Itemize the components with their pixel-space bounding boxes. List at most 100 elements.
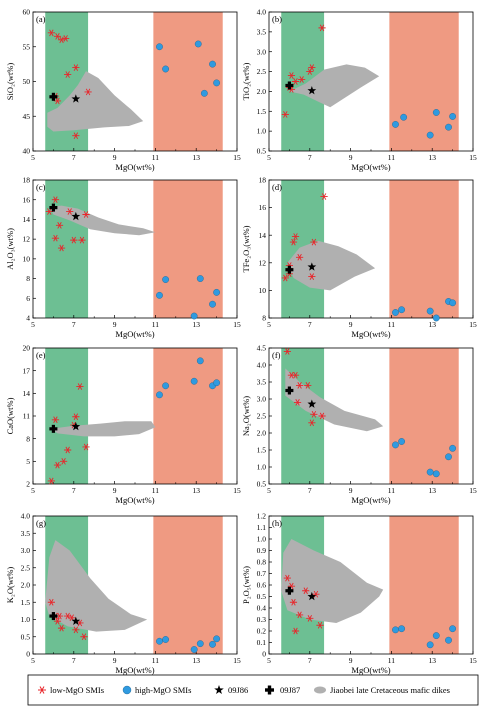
x-tick-label: 5 [267,153,271,162]
low-mgo-point [78,236,86,244]
dikes-field [289,64,380,108]
legend-dikes-symbol [314,686,326,694]
high-mgo-point [445,453,452,461]
x-tick-label: 9 [349,153,353,162]
low-mgo-point [72,64,80,71]
high-mgo-point [432,470,440,478]
low-mgo-point [53,617,62,625]
dikes-field [47,71,144,132]
x-tick-label: 9 [349,656,353,665]
y-tick-label: 2.0 [21,581,31,590]
low-mgo-point [72,132,80,140]
low-mgo-point [62,35,70,42]
legend-09j86-symbol [214,685,224,695]
low-mgo-point [306,615,314,622]
x-tick-label: 13 [428,486,436,495]
y-tick-label: 45 [23,112,31,121]
low-mgo-point [57,36,66,44]
low-mgo-point [308,273,316,280]
panel-label: (g) [36,518,46,528]
high-mgo-point [162,276,170,283]
low-mgo-point [293,399,302,406]
x-tick-label: 15 [233,656,241,665]
high-mgo-band [153,180,223,318]
low-mgo-point [291,371,300,379]
low-mgo-point [298,76,306,83]
y-tick-label: 2.0 [257,429,267,438]
y-tick-label: 1.0 [21,615,31,624]
x-tick-label: 7 [72,656,76,665]
low-mgo-point [55,222,64,229]
y-tick-label: 4.0 [257,8,267,17]
low-mgo-point [281,274,289,282]
x-tick-label: 9 [349,486,353,495]
x-tick-label: 15 [469,153,477,162]
high-mgo-point [392,441,399,449]
low-mgo-point [70,236,78,244]
y-tick-label: 14 [259,231,267,240]
low-mgo-point [316,621,324,629]
y-axis-title: SiO₂(wt%) [5,63,15,101]
low-mgo-point [72,413,80,421]
x-tick-label: 7 [308,486,312,495]
high-mgo-point [426,131,434,139]
sample-09j87-point [51,612,55,621]
x-tick-label: 11 [152,153,159,162]
y-tick-label: 0 [262,650,266,659]
high-mgo-point [398,625,405,633]
low-mgo-point [57,624,66,632]
y-tick-label: 8 [262,314,266,323]
low-mgo-point [310,410,318,418]
y-axis-title: CaO(wt%) [5,397,15,434]
x-axis-title: MgO(wt%) [115,162,154,172]
high-mgo-point [449,299,456,307]
high-mgo-point [194,40,202,48]
y-tick-label: 11 [23,412,30,421]
x-tick-label: 5 [31,486,35,495]
y-tick-label: 3.0 [257,395,267,404]
dikes-field [281,539,384,623]
high-mgo-point [398,306,405,314]
high-mgo-point [196,640,204,648]
legend-dikes-label: Jiaobei late Cretaceous mafic dikes [330,685,450,695]
low-mgo-point [47,477,55,485]
y-tick-label: 6 [26,294,30,303]
low-mgo-point [45,208,53,215]
low-mgo-point [57,244,66,252]
panel-c: 5 7 9 11 13 15 4 6 8 10 12 14 16 18 MgO(wt%) Al₂O₃(wt%)… [5,176,241,339]
y-tick-label: 60 [23,8,31,17]
low-mgo-point [287,72,296,79]
x-tick-label: 5 [31,153,35,162]
low-mgo-point [60,457,68,465]
x-tick-label: 5 [267,486,271,495]
low-mgo-point [302,587,310,595]
y-tick-label: 50 [23,77,31,86]
y-tick-label: 14 [23,389,31,398]
low-mgo-point [281,111,289,118]
high-mgo-point [449,444,456,452]
y-tick-label: 1.0 [257,127,267,136]
x-tick-label: 11 [388,656,395,665]
low-mgo-point [308,419,316,427]
y-tick-label: 4.5 [257,344,267,353]
panel-f: 5 7 9 11 13 15 0.5 1.0 1.5 2.0 2.5 3.0 3.5 4.0 4.5 MgO(… [241,344,477,505]
x-tick-label: 13 [428,656,436,665]
y-tick-label: 1.5 [257,107,267,116]
y-tick-label: 2.5 [257,67,267,76]
low-mgo-point [53,32,62,40]
x-tick-label: 13 [428,153,436,162]
y-tick-label: 8 [26,274,30,283]
dikes-field [45,540,148,632]
high-mgo-point [213,379,221,387]
high-mgo-point [449,113,456,120]
y-tick-label: 4.0 [21,512,31,521]
x-axis-title: MgO(wt%) [115,665,154,675]
sample-09j86-point [307,86,317,95]
x-tick-label: 15 [233,153,241,162]
high-mgo-point [398,438,405,445]
y-tick-label: 2 [26,480,30,489]
sample-09j87-point [51,92,55,101]
panel-label: (c) [36,182,46,192]
